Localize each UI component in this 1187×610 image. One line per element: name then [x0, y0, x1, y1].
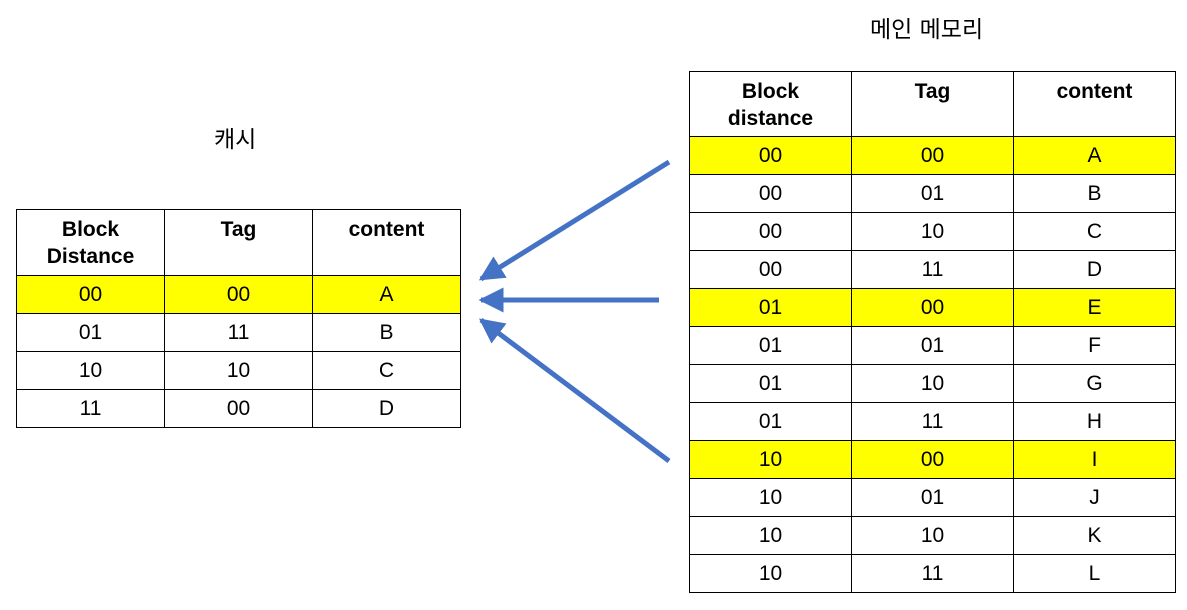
memory-block-distance-cell: 00: [689, 136, 852, 175]
cache-header-tag: Tag: [164, 209, 313, 276]
memory-row: 10 01 J: [689, 478, 1176, 517]
cache-table: Block Distance Tag content 00 00 A 01 11 B 10 1…: [16, 209, 461, 428]
cache-header-block-line2: Distance: [46, 245, 135, 268]
memory-block-distance-cell: 01: [689, 326, 852, 365]
cache-content-cell: D: [312, 389, 461, 428]
memory-row: 01 01 F: [689, 326, 1176, 365]
memory-content-cell: A: [1013, 136, 1176, 175]
memory-tag-cell: 00: [851, 288, 1014, 327]
memory-row: 10 00 I: [689, 440, 1176, 479]
memory-row: 00 00 A: [689, 136, 1176, 175]
cache-header-block-distance: Block Distance: [16, 209, 165, 276]
main-memory-table: Block distance Tag content 00 00 A 00 01 B 00 1…: [689, 71, 1176, 593]
memory-tag-cell: 01: [851, 478, 1014, 517]
memory-tag-cell: 10: [851, 364, 1014, 403]
cache-row: 00 00 A: [16, 275, 461, 314]
cache-header-row: Block Distance Tag content: [16, 209, 461, 276]
memory-block-distance-cell: 01: [689, 288, 852, 327]
main-memory-title: 메인 메모리: [870, 17, 984, 43]
memory-row: 01 11 H: [689, 402, 1176, 441]
memory-header-block-line1: Block: [741, 80, 800, 103]
memory-tag-cell: 11: [851, 554, 1014, 593]
memory-row: 00 10 C: [689, 212, 1176, 251]
memory-tag-cell: 00: [851, 440, 1014, 479]
memory-block-distance-cell: 10: [689, 554, 852, 593]
memory-content-cell: J: [1013, 478, 1176, 517]
cache-tag-cell: 00: [164, 275, 313, 314]
memory-content-cell: H: [1013, 402, 1176, 441]
memory-block-distance-cell: 10: [689, 478, 852, 517]
cache-row: 11 00 D: [16, 389, 461, 428]
memory-content-cell: E: [1013, 288, 1176, 327]
cache-tag-cell: 10: [164, 351, 313, 390]
memory-header-row: Block distance Tag content: [689, 71, 1176, 137]
memory-content-cell: B: [1013, 174, 1176, 213]
cache-header-block-line1: Block: [61, 218, 120, 241]
memory-tag-cell: 01: [851, 326, 1014, 365]
memory-block-distance-cell: 10: [689, 516, 852, 555]
arrow-from-block-00: [478, 159, 671, 282]
memory-block-distance-cell: 10: [689, 440, 852, 479]
memory-header-block-distance: Block distance: [689, 71, 852, 137]
memory-row: 10 11 L: [689, 554, 1176, 593]
memory-content-cell: I: [1013, 440, 1176, 479]
memory-row: 00 01 B: [689, 174, 1176, 213]
memory-row: 00 11 D: [689, 250, 1176, 289]
cache-content-cell: A: [312, 275, 461, 314]
memory-header-content: content: [1013, 71, 1176, 137]
memory-content-cell: L: [1013, 554, 1176, 593]
cache-block-distance-cell: 00: [16, 275, 165, 314]
memory-content-cell: G: [1013, 364, 1176, 403]
memory-block-distance-cell: 01: [689, 402, 852, 441]
memory-tag-cell: 11: [851, 402, 1014, 441]
cache-tag-cell: 00: [164, 389, 313, 428]
memory-row: 01 00 E: [689, 288, 1176, 327]
cache-table-body: 00 00 A 01 11 B 10 10 C 11 00 D: [16, 275, 461, 428]
memory-header-block-line2: distance: [727, 107, 814, 130]
arrow-from-block-10: [479, 318, 671, 463]
memory-table-body: 00 00 A 00 01 B 00 10 C 00 11 D 01 00 E 01 01 F 01 10 G 01 11 H…: [689, 136, 1176, 593]
cache-block-distance-cell: 11: [16, 389, 165, 428]
memory-tag-cell: 01: [851, 174, 1014, 213]
memory-block-distance-cell: 00: [689, 212, 852, 251]
cache-block-distance-cell: 10: [16, 351, 165, 390]
cache-title: 캐시: [214, 127, 257, 153]
cache-header-content: content: [312, 209, 461, 276]
memory-tag-cell: 11: [851, 250, 1014, 289]
cache-row: 01 11 B: [16, 313, 461, 352]
memory-header-tag: Tag: [851, 71, 1014, 137]
memory-tag-cell: 00: [851, 136, 1014, 175]
memory-content-cell: F: [1013, 326, 1176, 365]
